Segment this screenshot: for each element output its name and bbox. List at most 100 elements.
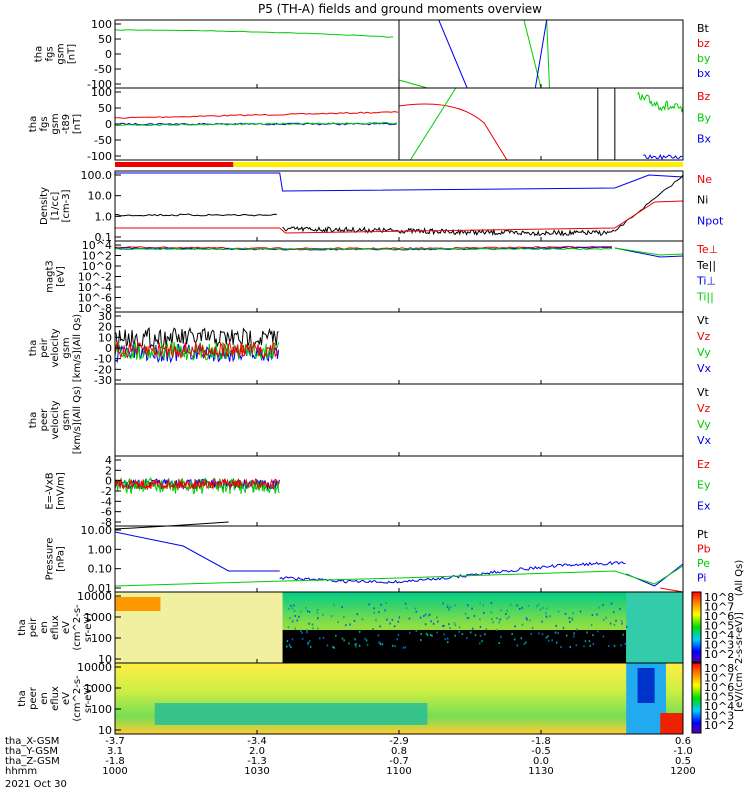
y-tick-label: 10 [98, 653, 112, 666]
spectrogram-pixel [316, 627, 319, 630]
spectrogram-pixel [384, 609, 386, 612]
series-line-bx [534, 19, 548, 89]
footer-value: -0.5 [531, 746, 551, 757]
spectrogram-pixel [610, 602, 613, 605]
footer-value: 1130 [528, 766, 553, 777]
legend-entry: Ti⊥ [696, 275, 716, 288]
colorbar-tick-label: 10^8 [704, 662, 734, 675]
spectrogram-pixel [539, 608, 542, 611]
y-axis-label: [cm-3] [61, 189, 72, 222]
series-line-ni [114, 213, 277, 217]
spectrogram-pixel [569, 621, 571, 624]
spectrogram-pixel [296, 619, 298, 622]
series-line-boundary [398, 88, 616, 160]
spectrogram-pixel [605, 616, 607, 619]
spectrogram-pixel [596, 613, 598, 616]
footer-value: -3.4 [247, 736, 267, 747]
spectrogram-pixel [467, 604, 469, 607]
spectrogram-pixel [454, 624, 457, 627]
y-tick-label: 10000 [77, 590, 112, 603]
spectrogram-pixel [442, 602, 444, 605]
y-tick-label: -50 [94, 63, 112, 76]
y-tick-label: 0 [105, 118, 112, 131]
y-axis-label: velocity [50, 328, 61, 367]
spectrogram-pixel [622, 633, 625, 636]
spectrogram-pixel [333, 646, 336, 649]
spectrogram-pixel [519, 608, 521, 611]
footer-value: 0.0 [533, 756, 549, 767]
spectrogram-pixel [481, 640, 483, 643]
spectrogram-pixel [430, 620, 432, 623]
footer-value: 1030 [244, 766, 269, 777]
panel-peer_spec: 10000 1000 100 10 tha peer en eflux eV (cm^2-s-sr… [17, 661, 684, 737]
spectrogram-pixel [353, 619, 356, 622]
y-axis-label: velocity [50, 400, 61, 439]
y-axis-label: [1/cc] [50, 192, 61, 221]
spectrogram-pixel [424, 623, 427, 626]
spectrogram-pixel [385, 602, 387, 605]
y-axis-label: fgs [39, 116, 50, 131]
spectrogram-pixel [448, 607, 450, 610]
spectrogram-pixel [529, 619, 531, 622]
spectrogram-pixel [506, 609, 508, 612]
spectrogram-pixel [598, 606, 600, 609]
spectrogram-pixel [330, 615, 333, 618]
spectrogram-pixel [288, 607, 290, 610]
series-line-by [546, 19, 551, 89]
y-axis-label: en [39, 692, 50, 705]
spectrogram-pixel [573, 635, 575, 638]
spectrogram-pixel [485, 628, 488, 631]
spectrogram-pixel [316, 611, 319, 614]
footer-value: 0.8 [391, 746, 407, 757]
footer-value: -1.3 [247, 756, 267, 767]
footer-value: 1000 [102, 766, 127, 777]
spectrogram-pixel [291, 620, 294, 623]
footer: tha_X-GSM -3.7 -3.4 -2.9 -1.8 0.6 tha_Y-GSM 3.1… [5, 736, 696, 790]
panel-fgs: 100 50 0 -50 -100 tha fgs gsm [nT] Bt bz by bx [34, 18, 711, 91]
spectrogram-pixel [437, 620, 439, 623]
spectrogram-pixel [620, 644, 622, 647]
spectrogram-pixel [545, 615, 548, 618]
spectrogram-pixel [322, 613, 324, 616]
spectrogram-pixel [290, 646, 292, 649]
spectrogram-pixel [542, 606, 544, 609]
spectrogram-pixel [408, 631, 411, 634]
spectrogram-pixel [398, 616, 401, 619]
y-axis-label: [mV/m] [56, 472, 67, 510]
legend-entry: Vt [697, 386, 710, 399]
spectrogram-pixel [294, 614, 297, 617]
y-axis-label: [nT] [67, 44, 78, 64]
spectrogram-pixel [484, 633, 486, 636]
spectrogram-pixel [405, 607, 408, 610]
spectrogram-pixel [333, 603, 335, 606]
y-tick-label: 100 [91, 18, 112, 31]
spectrogram-pixel [355, 645, 357, 648]
spectrogram-pixel [332, 645, 334, 648]
footer-row-label: tha_Y-GSM [5, 746, 58, 757]
spectrogram-pixel [306, 631, 308, 634]
spectrogram-pixel [432, 622, 435, 625]
y-tick-label: 1.0 [95, 210, 113, 223]
spectrogram-pixel [449, 606, 452, 609]
spectrogram-pixel [557, 632, 559, 635]
y-tick-label: 1000 [84, 682, 112, 695]
spectrogram-pixel [366, 643, 369, 646]
y-tick-label: 10.0 [88, 190, 113, 203]
footer-date: 2021 Oct 30 [5, 779, 67, 790]
series-line-vt [114, 326, 279, 349]
y-tick-label: -100 [87, 78, 112, 91]
colorbar-tick-label: 10^2 [704, 719, 734, 732]
spectrogram-pixel [495, 628, 498, 631]
y-axis-label: -t89 [61, 114, 72, 134]
spectrogram-pixel [527, 604, 530, 607]
series-line-vy [114, 341, 280, 362]
colorbar: 10^810^710^610^510^410^310^210^810^710^6… [691, 560, 745, 734]
colorbar-bottom [691, 662, 702, 734]
spectrogram-pixel [446, 606, 449, 609]
legend-entry: Te⊥ [696, 243, 718, 256]
legend-entry: Bt [697, 22, 710, 35]
spectrogram-pixel [379, 643, 382, 646]
spectrogram-pixel [625, 625, 628, 628]
y-axis-label: fgs [45, 46, 56, 61]
spectrogram-pixel [454, 634, 456, 637]
